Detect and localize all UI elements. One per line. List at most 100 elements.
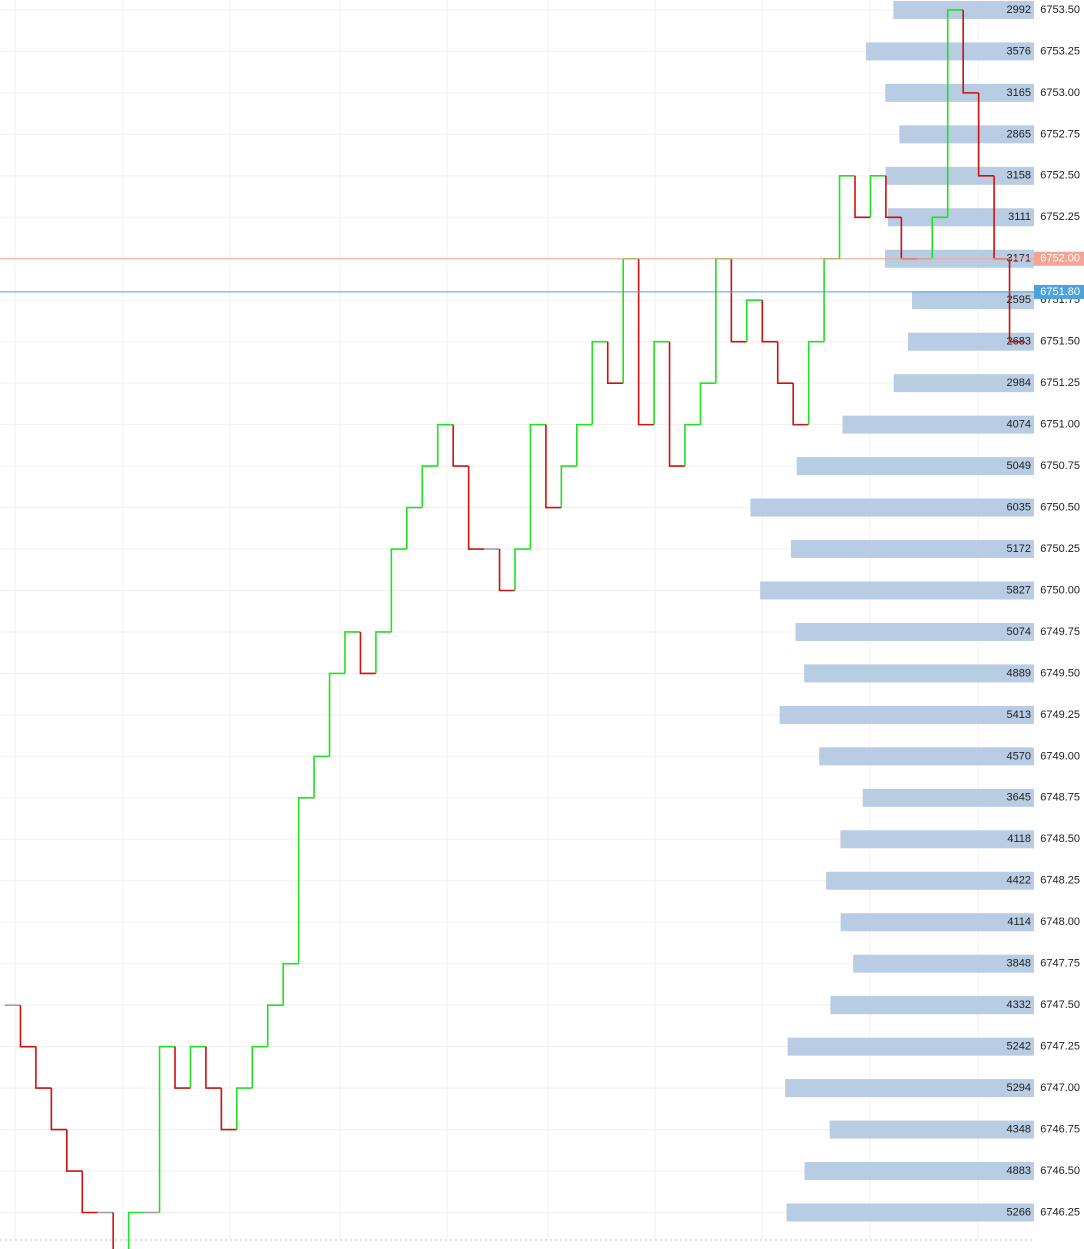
- y-tick-label: 6747.00: [1040, 1082, 1080, 1094]
- marker-label: 6752.00: [1040, 253, 1080, 265]
- volume-bar: [826, 871, 1034, 890]
- volume-label: 4422: [1007, 875, 1031, 887]
- price-step: [576, 423, 593, 467]
- price-step: [761, 300, 778, 343]
- price-step: [946, 9, 964, 218]
- price-step: [127, 1211, 145, 1249]
- volume-bar: [785, 1079, 1034, 1098]
- volume-label: 5266: [1007, 1206, 1031, 1218]
- y-tick-label: 6752.25: [1040, 211, 1080, 223]
- volume-label: 3165: [1007, 87, 1031, 99]
- y-tick-label: 6746.75: [1040, 1123, 1080, 1135]
- price-step: [359, 631, 376, 675]
- volume-bar: [830, 996, 1034, 1015]
- volume-bar: [819, 747, 1034, 766]
- y-tick-label: 6749.75: [1040, 626, 1080, 638]
- volume-bar: [912, 291, 1034, 310]
- volume-bar: [899, 125, 1034, 144]
- price-step: [328, 672, 345, 757]
- price-step: [205, 1046, 222, 1089]
- price-step: [545, 424, 562, 509]
- price-step: [35, 1046, 52, 1089]
- volume-label: 3645: [1007, 792, 1031, 804]
- price-step: [112, 1212, 114, 1249]
- price-step: [467, 466, 485, 550]
- marker-label: 6751.80: [1040, 286, 1080, 298]
- y-tick-label: 6747.75: [1040, 958, 1080, 970]
- volume-label: 2992: [1007, 4, 1031, 16]
- volume-label: 4348: [1007, 1123, 1031, 1135]
- volume-label: 3158: [1007, 170, 1031, 182]
- y-tick-label: 6747.25: [1040, 1041, 1080, 1053]
- volume-bar: [795, 622, 1034, 641]
- price-step: [236, 1087, 253, 1130]
- price-step: [792, 383, 809, 426]
- y-tick-label: 6747.50: [1040, 999, 1080, 1011]
- price-step: [622, 257, 639, 384]
- volume-label: 4889: [1007, 667, 1031, 679]
- price-step: [637, 258, 655, 426]
- price-step: [854, 175, 871, 219]
- y-tick-label: 6746.25: [1040, 1206, 1080, 1218]
- y-tick-label: 6750.75: [1040, 460, 1080, 472]
- price-step: [668, 341, 685, 467]
- y-tick-label: 6750.50: [1040, 501, 1080, 513]
- price-step: [977, 92, 995, 177]
- price-step: [869, 175, 886, 218]
- volume-label: 3576: [1007, 45, 1031, 57]
- volume-bar: [796, 457, 1034, 476]
- price-step: [436, 423, 454, 467]
- y-tick-label: 6751.25: [1040, 377, 1080, 389]
- price-step: [699, 382, 716, 425]
- volume-bar: [887, 208, 1034, 227]
- price-step: [776, 341, 794, 384]
- volume-bar: [840, 913, 1034, 932]
- price-step: [282, 962, 299, 1006]
- y-tick-label: 6746.50: [1040, 1165, 1080, 1177]
- price-step: [220, 1088, 237, 1131]
- price-step: [715, 257, 732, 384]
- y-tick-label: 6748.50: [1040, 833, 1080, 845]
- volume-label: 5172: [1007, 543, 1031, 555]
- volume-label: 4332: [1007, 999, 1031, 1011]
- price-step: [838, 175, 855, 259]
- price-step: [421, 465, 438, 508]
- price-step: [266, 1004, 284, 1047]
- y-tick-label: 6751.50: [1040, 336, 1080, 348]
- price-step: [297, 797, 315, 964]
- volume-bar: [842, 415, 1034, 434]
- marker-box: [1034, 284, 1084, 299]
- price-step: [807, 340, 825, 425]
- y-tick-label: 6748.75: [1040, 792, 1080, 804]
- price-step: [251, 1045, 268, 1089]
- y-tick-label: 6750.00: [1040, 584, 1080, 596]
- volume-bar: [779, 705, 1034, 724]
- volume-label: 4114: [1007, 916, 1031, 928]
- price-step: [684, 423, 701, 467]
- price-step: [189, 1045, 206, 1089]
- volume-label: 3111: [1008, 211, 1031, 223]
- price-step: [19, 1005, 36, 1048]
- price-step: [390, 548, 407, 632]
- marker-box: [1034, 251, 1084, 266]
- volume-label: 4570: [1007, 750, 1031, 762]
- volume-bar: [790, 540, 1034, 559]
- price-step: [313, 755, 330, 798]
- y-tick-label: 6752.50: [1040, 170, 1080, 182]
- price-step: [560, 465, 577, 508]
- y-tick-label: 6748.00: [1040, 916, 1080, 928]
- volume-bar: [804, 1162, 1034, 1181]
- y-tick-label: 6753.50: [1040, 4, 1080, 16]
- y-tick-label: 6752.75: [1040, 128, 1080, 140]
- volume-label: 6035: [1007, 501, 1031, 513]
- price-step: [81, 1171, 98, 1214]
- price-step: [746, 299, 763, 342]
- volume-label: 3848: [1007, 958, 1031, 970]
- volume-bar: [787, 1037, 1034, 1056]
- y-tick-label: 6753.00: [1040, 87, 1080, 99]
- volume-label: 4118: [1007, 833, 1031, 845]
- price-step: [1008, 258, 1025, 343]
- price-step: [931, 216, 948, 259]
